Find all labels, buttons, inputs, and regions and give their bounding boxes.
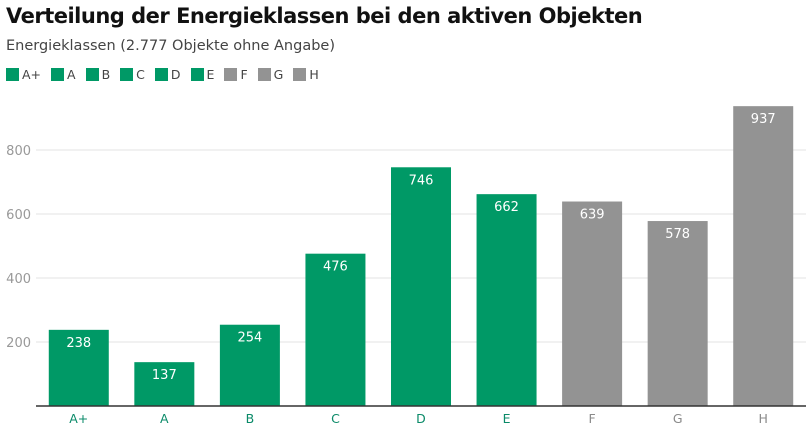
legend-item[interactable]: H bbox=[293, 67, 319, 82]
x-tick-label: G bbox=[673, 411, 683, 426]
data-label: 578 bbox=[665, 227, 690, 242]
bar-C bbox=[305, 253, 366, 406]
data-label: 476 bbox=[323, 260, 348, 275]
legend-swatch bbox=[154, 68, 168, 81]
data-label: 137 bbox=[152, 368, 177, 383]
legend-swatch bbox=[51, 68, 65, 81]
legend-swatch bbox=[293, 68, 307, 81]
legend-item[interactable]: A bbox=[51, 67, 76, 82]
legend-swatch bbox=[257, 68, 271, 81]
legend-label: E bbox=[206, 67, 215, 82]
y-tick-label: 400 bbox=[6, 272, 31, 287]
legend-label: D bbox=[170, 67, 181, 82]
legend-label: A bbox=[67, 67, 76, 82]
x-tick-label: A+ bbox=[69, 411, 88, 426]
chart-title: Verteilung der Energieklassen bei den ak… bbox=[6, 4, 643, 28]
legend-item[interactable]: C bbox=[120, 67, 145, 82]
y-tick-label: 200 bbox=[6, 336, 31, 351]
legend-item[interactable]: E bbox=[190, 67, 215, 82]
legend-swatch bbox=[190, 68, 204, 81]
legend-swatch bbox=[6, 68, 19, 81]
legend-item[interactable]: G bbox=[257, 67, 284, 82]
bar-H bbox=[733, 106, 794, 406]
legend: A+ A B C D E F G H bbox=[6, 67, 319, 82]
legend-label: B bbox=[101, 67, 111, 82]
x-tick-label: D bbox=[416, 411, 426, 426]
chart-subtitle: Energieklassen (2.777 Objekte ohne Angab… bbox=[6, 38, 335, 54]
legend-label: C bbox=[136, 67, 145, 82]
data-label: 746 bbox=[409, 173, 434, 188]
legend-label: A+ bbox=[22, 67, 42, 82]
x-tick-label: H bbox=[759, 411, 768, 426]
y-tick-label: 600 bbox=[6, 208, 31, 223]
legend-label: G bbox=[273, 67, 284, 82]
legend-swatch bbox=[85, 68, 99, 81]
bar-A bbox=[134, 362, 195, 406]
bar-D bbox=[391, 167, 451, 406]
legend-swatch bbox=[120, 68, 134, 81]
legend-item[interactable]: D bbox=[154, 67, 181, 82]
bar-B bbox=[219, 324, 280, 406]
data-label: 238 bbox=[66, 336, 91, 351]
x-tick-label: E bbox=[503, 411, 511, 426]
data-label: 254 bbox=[237, 331, 262, 346]
data-label: 937 bbox=[751, 112, 776, 127]
data-label: 662 bbox=[494, 200, 519, 215]
bar-F bbox=[562, 201, 623, 406]
bar-G bbox=[647, 221, 708, 406]
data-label: 639 bbox=[580, 208, 605, 223]
legend-item[interactable]: A+ bbox=[6, 67, 41, 82]
legend-item[interactable]: F bbox=[224, 67, 248, 82]
x-tick-label: A bbox=[160, 411, 169, 426]
y-tick-label: 800 bbox=[6, 144, 31, 159]
legend-item[interactable]: B bbox=[85, 67, 111, 82]
legend-swatch bbox=[224, 68, 238, 81]
bar-E bbox=[476, 194, 537, 406]
legend-label: F bbox=[240, 67, 248, 82]
x-tick-label: C bbox=[331, 411, 340, 426]
legend-label: H bbox=[309, 67, 319, 82]
bar-A+ bbox=[48, 329, 109, 406]
x-tick-label: F bbox=[589, 411, 596, 426]
x-tick-label: B bbox=[246, 411, 255, 426]
